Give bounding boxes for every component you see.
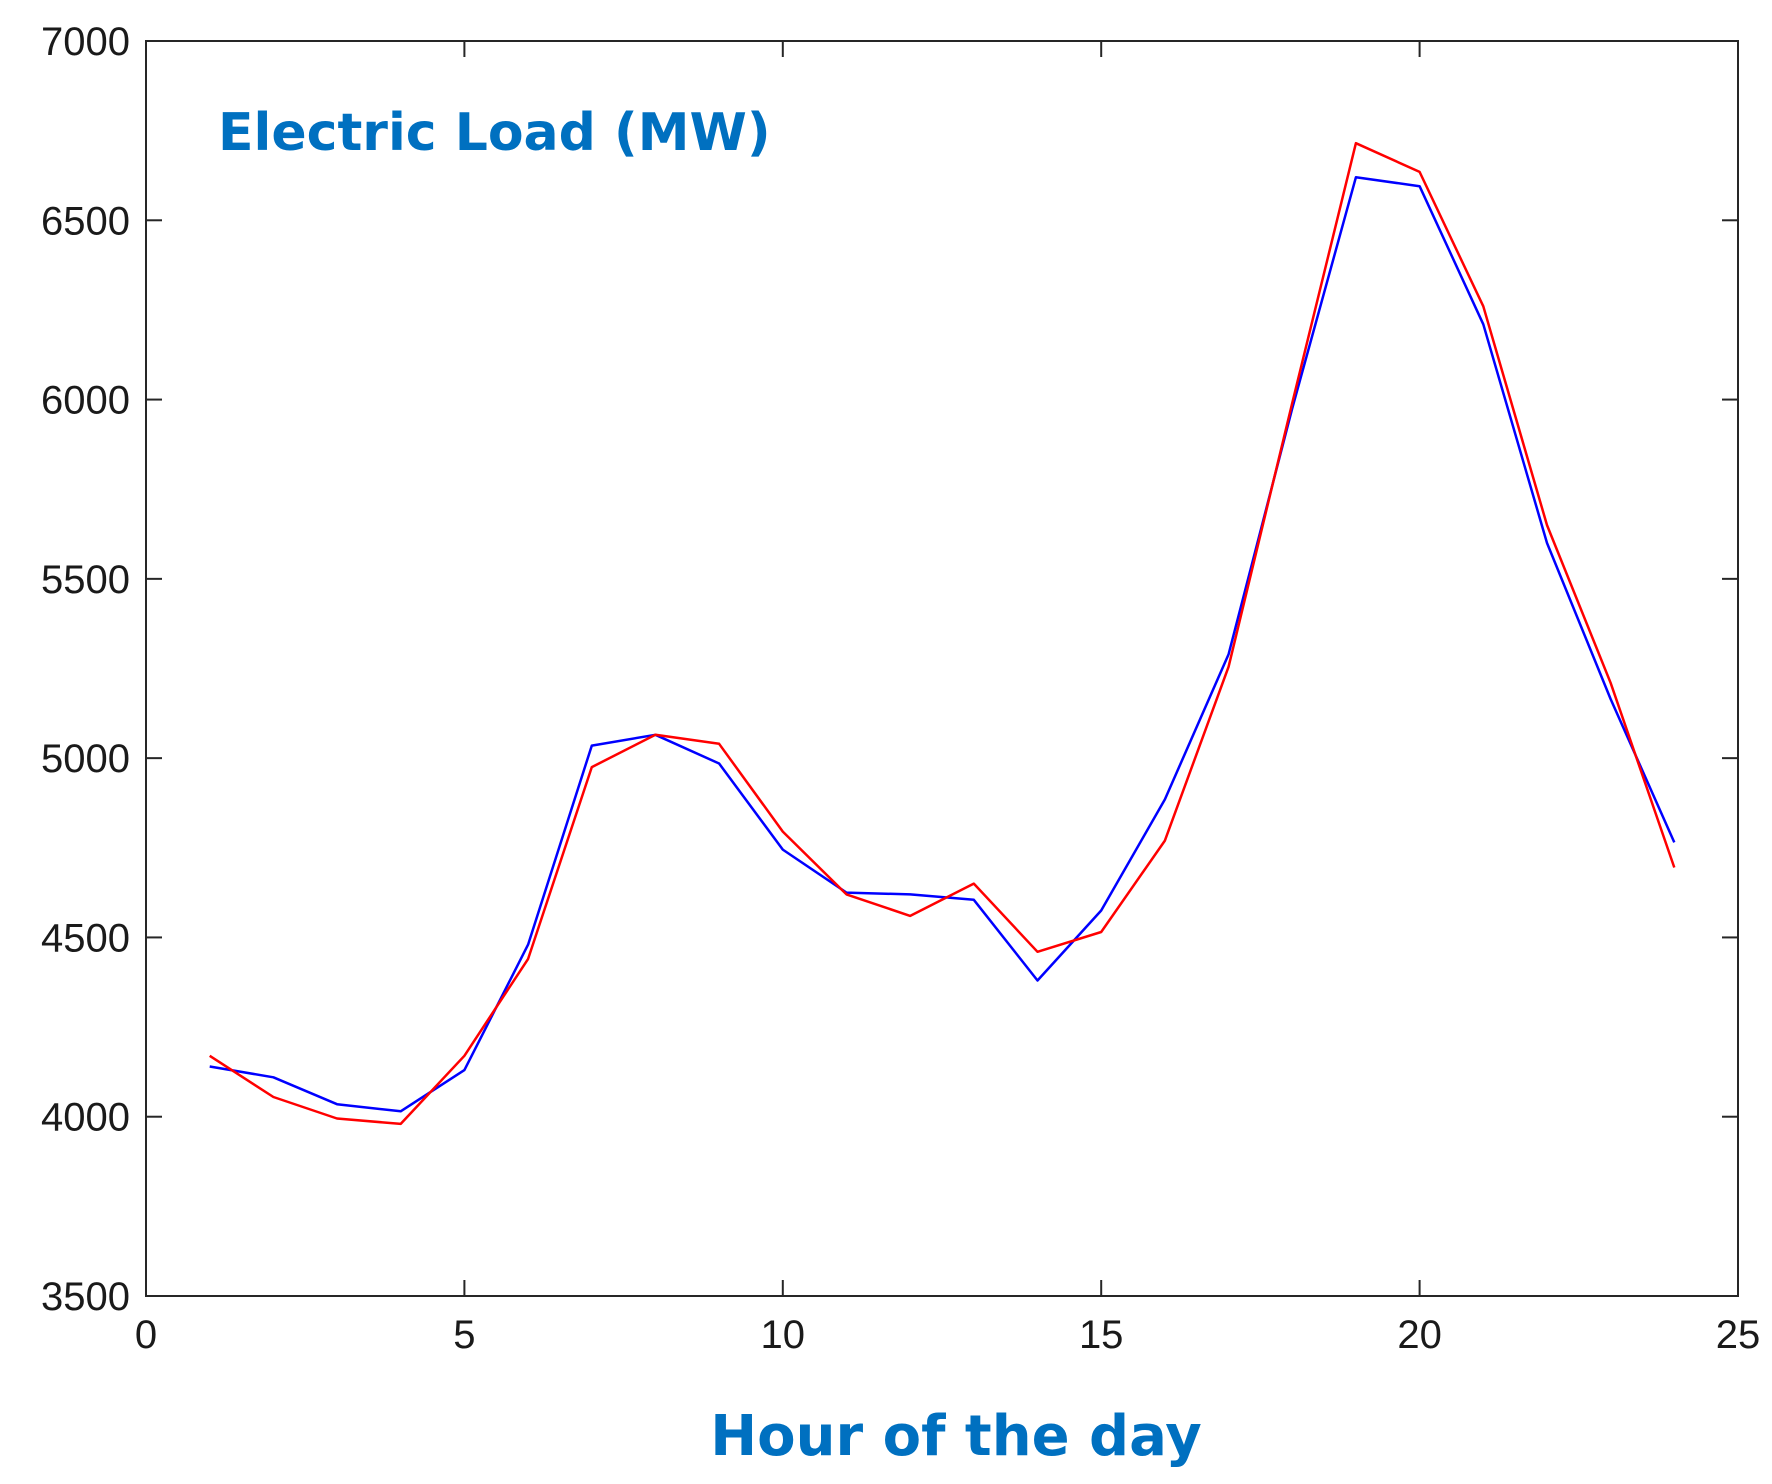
series-line-2 xyxy=(209,141,1676,1126)
y-tick-label: 3500 xyxy=(41,1275,130,1319)
x-tick-label: 10 xyxy=(761,1313,806,1357)
y-tick-label: 6000 xyxy=(41,379,130,423)
y-tick-label: 6500 xyxy=(41,199,130,243)
x-tick-label: 0 xyxy=(135,1313,157,1357)
x-axis-title: Hour of the day xyxy=(710,1404,1201,1469)
series-line-1 xyxy=(209,176,1676,1113)
x-tick-label: 5 xyxy=(453,1313,475,1357)
series-layer xyxy=(209,141,1676,1126)
x-tick-label: 15 xyxy=(1079,1313,1124,1357)
y-tick-label: 5000 xyxy=(41,737,130,781)
y-tick-label: 4000 xyxy=(41,1096,130,1140)
y-tick-label: 4500 xyxy=(41,916,130,960)
plot-area: 3500 4000 4500 5000 5500 6000 6500 7000 0 5 10 15 2… xyxy=(41,20,1760,1357)
y-tick-label: 5500 xyxy=(41,558,130,602)
x-tick-label: 25 xyxy=(1716,1313,1761,1357)
x-axis-ticks: 0 5 10 15 20 25 xyxy=(135,41,1760,1357)
axes-box xyxy=(145,40,1739,1297)
x-tick-label: 20 xyxy=(1397,1313,1442,1357)
y-tick-label: 7000 xyxy=(41,20,130,64)
y-axis-ticks: 3500 4000 4500 5000 5500 6000 6500 7000 xyxy=(41,20,1738,1319)
chart-annotation: Electric Load (MW) xyxy=(218,103,771,163)
